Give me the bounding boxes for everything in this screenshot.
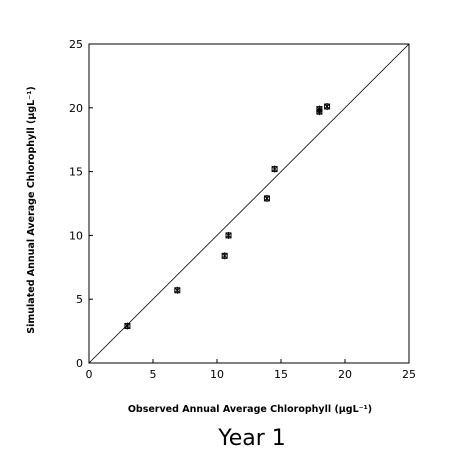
x-tick-label: 5 <box>150 368 157 381</box>
data-point <box>263 194 270 202</box>
data-point <box>174 286 181 294</box>
data-point <box>124 322 131 330</box>
chart-caption: Year 1 <box>217 426 286 451</box>
data-point <box>225 231 232 239</box>
data-points <box>124 103 331 330</box>
x-tick-label: 15 <box>274 368 288 381</box>
data-point <box>221 252 228 260</box>
plot-frame <box>88 43 410 364</box>
x-tick-label: 10 <box>210 368 224 381</box>
x-axis-ticks: 0 5 10 15 20 25 <box>86 359 416 381</box>
x-tick-label: 20 <box>338 368 352 381</box>
y-tick-label: 5 <box>76 293 83 306</box>
data-point <box>324 103 331 111</box>
y-tick-label: 0 <box>76 357 83 370</box>
data-point <box>271 165 278 173</box>
y-axis-title: Simulated Annual Average Chlorophyll (μg… <box>26 86 37 333</box>
data-point <box>316 105 323 113</box>
one-to-one-line <box>88 43 410 364</box>
x-tick-label: 0 <box>86 368 93 381</box>
y-tick-label: 15 <box>69 166 83 179</box>
x-tick-label: 25 <box>402 368 416 381</box>
y-tick-label: 20 <box>69 102 83 115</box>
y-axis-ticks: 0 5 10 15 20 25 <box>69 38 93 370</box>
x-axis-title: Observed Annual Average Chlorophyll (μgL… <box>128 404 372 415</box>
y-tick-label: 10 <box>69 229 83 242</box>
y-tick-label: 25 <box>69 38 83 51</box>
